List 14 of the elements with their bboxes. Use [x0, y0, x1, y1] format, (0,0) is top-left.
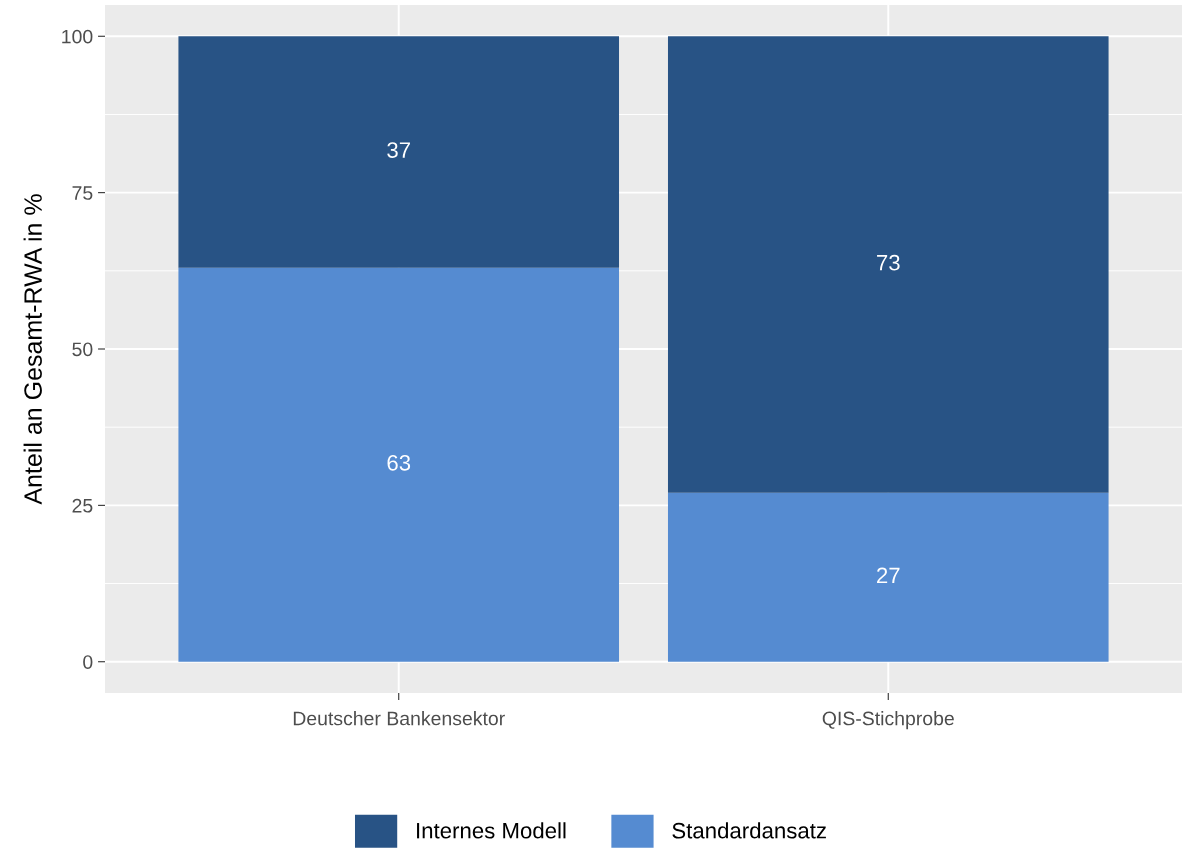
data-label: 37 — [387, 142, 410, 158]
y-tick-label: 75 — [72, 186, 93, 200]
y-tick-label: 0 — [83, 655, 93, 669]
data-label: 27 — [877, 567, 900, 584]
y-tick-label: 100 — [62, 29, 93, 44]
y-axis-title: Anteil an Gesamt-RWA in % — [23, 194, 42, 505]
data-label: 63 — [387, 454, 411, 471]
x-tick-label: QIS-Stichprobe — [822, 711, 954, 730]
x-tick-label: Deutscher Bankensektor — [293, 711, 505, 726]
y-tick-label: 25 — [72, 498, 93, 513]
y-tick-label: 50 — [72, 342, 93, 357]
data-label: 73 — [877, 254, 900, 271]
legend-label: Internes Modell — [417, 822, 566, 839]
legend-label: Standardansatz — [672, 822, 826, 839]
